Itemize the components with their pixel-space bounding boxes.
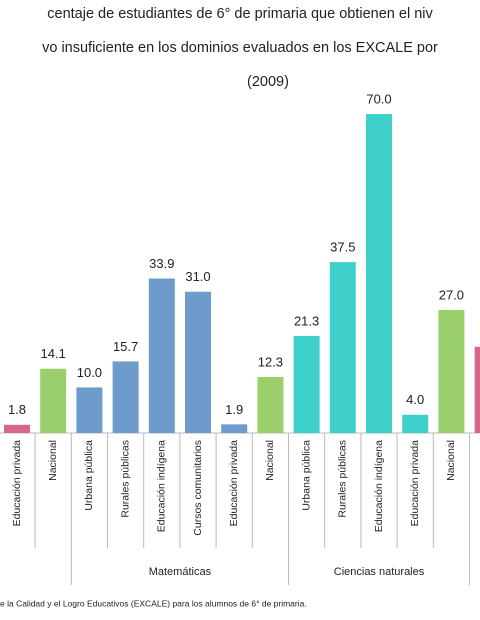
value-label: 27.0 — [439, 287, 464, 302]
x-tick-label: Educación privada — [409, 440, 421, 527]
value-label: 15.7 — [113, 339, 138, 354]
value-label: 37.5 — [330, 240, 355, 255]
bar — [4, 424, 30, 433]
value-label: 10.0 — [77, 365, 102, 380]
bar — [221, 424, 248, 433]
group-label: Matemáticas — [149, 566, 212, 578]
value-label: 21.3 — [294, 313, 319, 328]
bar — [366, 114, 392, 433]
bar — [76, 387, 103, 433]
bar — [293, 335, 320, 433]
bar — [329, 262, 356, 433]
chart-title: vo insuficiente en los dominios evaluado… — [42, 40, 438, 56]
x-tick-label: Cursos comunitarios — [192, 440, 204, 536]
source-note: e la Calidad y el Logro Educativos (EXCA… — [0, 598, 307, 608]
bar — [40, 368, 67, 433]
value-label: 31.0 — [185, 269, 210, 284]
value-label: 33.9 — [149, 256, 174, 271]
value-label: 14.1 — [41, 346, 66, 361]
bar — [438, 309, 465, 433]
x-tick-label: Urbana pública — [300, 440, 312, 511]
x-tick-label: Nacional — [445, 440, 457, 481]
value-label: 1.8 — [8, 402, 26, 417]
bar — [257, 376, 284, 433]
x-tick-label: Rurales públicas — [119, 440, 131, 518]
x-tick-label: Educación indígena — [373, 440, 385, 532]
group-label: Ciencias naturales — [334, 566, 425, 578]
bar — [185, 291, 211, 433]
value-label: 70.0 — [366, 91, 391, 106]
value-label: 12.3 — [258, 354, 283, 369]
x-tick-label: Rurales públicas — [337, 440, 349, 518]
x-tick-label: Educación privada — [11, 440, 23, 527]
x-tick-label: Nacional — [264, 440, 276, 481]
value-label: 4.0 — [406, 392, 424, 407]
value-label: 1.9 — [225, 402, 243, 417]
x-tick-label: Nacional — [47, 440, 59, 481]
chart-title: centaje de estudiantes de 6° de primaria… — [47, 6, 433, 22]
bar — [474, 346, 480, 433]
bar — [148, 278, 175, 433]
x-tick-label: Educación indígena — [156, 440, 168, 532]
x-tick-label: Educación privada — [228, 440, 240, 527]
bar — [402, 414, 429, 433]
x-tick-label: Urbana pública — [83, 440, 95, 511]
bar — [112, 361, 139, 433]
chart-title: (2009) — [247, 74, 289, 90]
